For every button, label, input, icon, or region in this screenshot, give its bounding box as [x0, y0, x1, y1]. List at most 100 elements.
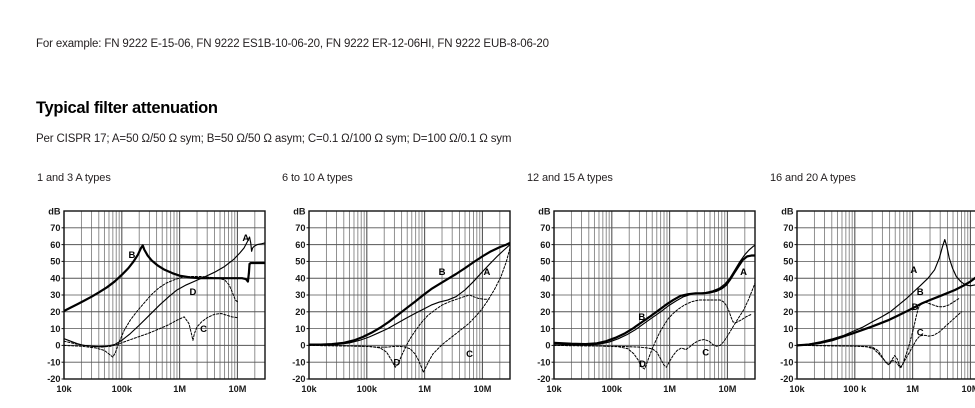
y-tick-label: 20: [540, 307, 550, 317]
x-tick-label: 10M: [961, 384, 975, 394]
y-tick-label: -10: [537, 357, 550, 367]
chart-caption: 1 and 3 A types: [37, 172, 111, 184]
y-tick-label: 40: [540, 273, 550, 283]
y-tick-label: 10: [540, 324, 550, 334]
y-tick-label: -20: [47, 374, 60, 384]
y-tick-label: 0: [788, 341, 793, 351]
grid-lines: [308, 210, 511, 380]
chart-block-1-and-3a: 1 and 3 A types -20 -10 0 10 20 30 40 50 60 70 dB 1…: [36, 172, 274, 408]
x-axis-ticks: 10k 100 k 1M 10M: [789, 384, 975, 394]
chart-caption: 16 and 20 A types: [770, 172, 856, 184]
curve-label-a: A: [242, 233, 249, 244]
curve-d: [309, 294, 490, 368]
y-tick-label: 60: [783, 240, 793, 250]
y-tick-label: 10: [50, 324, 60, 334]
y-tick-label: 70: [783, 223, 793, 233]
grid-lines: [796, 210, 975, 380]
curve-label-a: A: [484, 267, 491, 278]
y-tick-label: 50: [50, 257, 60, 267]
curves-group: [64, 236, 265, 358]
curve-label-c: C: [917, 327, 924, 338]
y-tick-label: 30: [540, 290, 550, 300]
curve-a: [64, 236, 265, 348]
curves-group: [554, 244, 755, 370]
curve-b: [554, 254, 755, 346]
x-axis-ticks: 10k 100k 1M 10M: [546, 384, 736, 394]
y-axis-unit-label: dB: [293, 207, 306, 217]
y-tick-label: 40: [50, 273, 60, 283]
x-tick-label: 10M: [473, 384, 491, 394]
x-tick-label: 1M: [906, 384, 919, 394]
y-tick-label: 40: [295, 273, 305, 283]
curve-label-d: D: [189, 287, 196, 298]
chart-canvas: -20 -10 0 10 20 30 40 50 60 70 dB 10k 100k 1M 10M A B C D: [281, 201, 513, 396]
curve-label-a: A: [910, 265, 917, 276]
chart-block-6-to-10a: 6 to 10 A types -20 -10 0 10 20 30 40 50 60 70 dB 1…: [281, 172, 519, 408]
curve-c: [797, 311, 962, 368]
attenuation-chart-svg: -20 -10 0 10 20 30 40 50 60 70 dB 10k 100k 1M 10M A B C D: [292, 207, 511, 394]
attenuation-chart-svg: -20 -10 0 10 20 30 40 50 60 70 dB 10k 100k 1M 10M A B C D: [47, 207, 266, 394]
y-tick-label: 70: [540, 223, 550, 233]
x-axis-ticks: 10k 100k 1M 10M: [301, 384, 491, 394]
y-tick-label: -10: [780, 357, 793, 367]
y-tick-label: 50: [540, 257, 550, 267]
y-tick-label: 70: [295, 223, 305, 233]
y-tick-label: 60: [50, 240, 60, 250]
y-axis-unit-label: dB: [781, 207, 794, 217]
curve-b: [309, 241, 510, 346]
x-tick-label: 1M: [418, 384, 431, 394]
x-tick-label: 100 k: [843, 384, 867, 394]
curve-label-b: B: [129, 250, 136, 261]
y-tick-label: 60: [540, 240, 550, 250]
y-tick-label: 30: [50, 290, 60, 300]
curve-label-d: D: [393, 358, 400, 369]
y-axis-ticks: -20 -10 0 10 20 30 40 50 60 70: [292, 223, 305, 384]
grid-lines: [553, 210, 756, 380]
y-tick-label: 30: [295, 290, 305, 300]
curve-label-a: A: [740, 267, 747, 278]
x-tick-label: 100k: [112, 384, 133, 394]
x-tick-label: 100k: [602, 384, 623, 394]
x-tick-label: 1M: [173, 384, 186, 394]
y-tick-label: 10: [295, 324, 305, 334]
section-subtitle: Per CISPR 17; A=50 Ω/50 Ω sym; B=50 Ω/50…: [36, 133, 512, 145]
y-tick-label: -20: [537, 374, 550, 384]
chart-canvas: -20 -10 0 10 20 30 40 50 60 70 dB 10k 100 k 1M 10M AB C D: [769, 201, 975, 396]
x-tick-label: 10M: [228, 384, 246, 394]
y-tick-label: -20: [292, 374, 305, 384]
example-line: For example: FN 9222 E-15-06, FN 9222 ES…: [36, 38, 549, 50]
curve-d: [797, 297, 960, 369]
y-axis-ticks: -20 -10 0 10 20 30 40 50 60 70: [780, 223, 793, 384]
curve-b: [797, 276, 975, 347]
y-axis-ticks: -20 -10 0 10 20 30 40 50 60 70: [47, 223, 60, 384]
curve-b: [64, 244, 265, 313]
curve-label-c: C: [200, 324, 207, 335]
y-tick-label: 40: [783, 273, 793, 283]
y-tick-label: 50: [783, 257, 793, 267]
curve-label-b: B: [439, 267, 446, 278]
x-tick-label: 10k: [56, 384, 72, 394]
x-tick-label: 100k: [357, 384, 378, 394]
chart-canvas: -20 -10 0 10 20 30 40 50 60 70 dB 10k 100k 1M 10M A B C D: [526, 201, 758, 396]
curve-d: [554, 299, 752, 370]
y-tick-label: 20: [295, 307, 305, 317]
y-tick-label: 60: [295, 240, 305, 250]
y-axis-unit-label: dB: [48, 207, 61, 217]
curve-a: [309, 244, 510, 346]
curve-label-c: C: [702, 347, 709, 358]
curve-c: [554, 282, 755, 368]
curve-label-d: D: [912, 302, 919, 313]
y-tick-label: -20: [780, 374, 793, 384]
attenuation-chart-svg: -20 -10 0 10 20 30 40 50 60 70 dB 10k 100k 1M 10M A B C D: [537, 207, 756, 394]
y-tick-label: 70: [50, 223, 60, 233]
curve-label-b: B: [638, 312, 645, 323]
curve-c: [309, 247, 510, 373]
curve-labels: A B C D: [129, 233, 250, 335]
attenuation-chart-svg: -20 -10 0 10 20 30 40 50 60 70 dB 10k 100 k 1M 10M AB C D: [780, 207, 975, 394]
y-tick-label: 0: [55, 341, 60, 351]
y-tick-label: 0: [300, 341, 305, 351]
